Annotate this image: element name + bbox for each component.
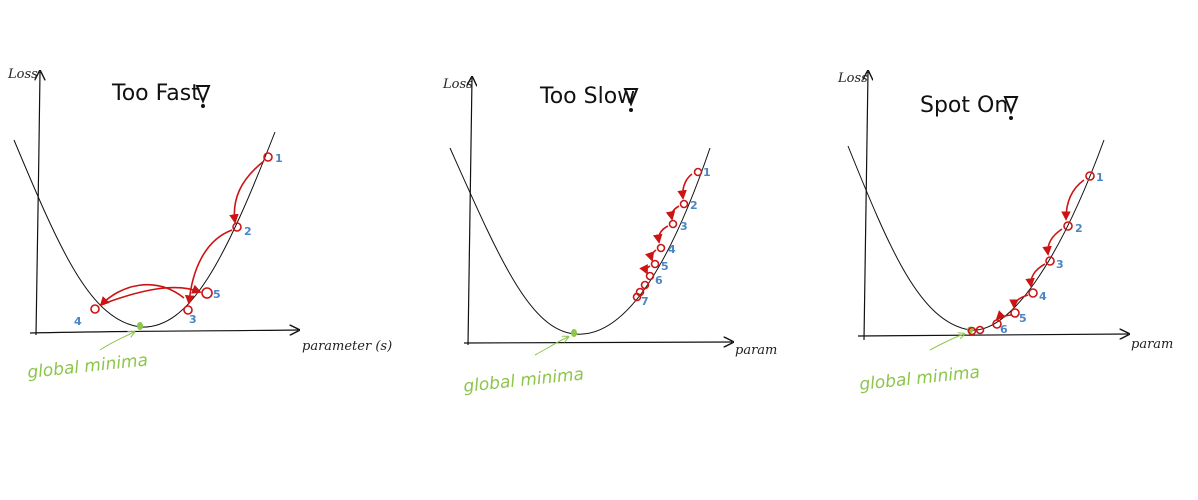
step-arrow (99, 284, 185, 307)
x-axis (463, 342, 732, 343)
step-arrows (639, 173, 693, 275)
step-label: 5 (213, 288, 221, 301)
y-axis-label: Loss (442, 77, 473, 92)
step-arrow (1061, 179, 1085, 221)
minima-label: global minima (26, 350, 148, 383)
step-arrow (677, 173, 693, 200)
panel-spot-on: Loss param Spot On global minima (837, 71, 1173, 395)
panel-title: Too Slow (539, 84, 635, 109)
step-point (263, 152, 273, 162)
x-axis (857, 334, 1128, 336)
y-axis (468, 78, 472, 346)
step-labels: 1 2 3 4 5 6 7 (641, 166, 711, 308)
step-labels: 1 2 3 4 5 6 (1000, 171, 1104, 336)
step-point (640, 280, 650, 290)
step-label: 3 (680, 220, 688, 233)
minima-pointer (99, 332, 134, 351)
step-point (1045, 256, 1055, 266)
x-axis-label: param (1131, 337, 1173, 352)
panel-too-fast: Loss parameter (s) Too Fast global minim… (7, 67, 392, 383)
step-label: 2 (244, 225, 252, 238)
global-minima-dot (137, 322, 143, 330)
step-label: 1 (1096, 171, 1104, 184)
step-label: 5 (1019, 312, 1027, 325)
step-arrow (229, 160, 265, 224)
step-point (1063, 221, 1073, 231)
step-point (632, 292, 642, 302)
step-point (90, 304, 100, 314)
loss-curve (847, 139, 1105, 331)
step-arrows (99, 160, 265, 307)
step-label: 2 (690, 199, 698, 212)
step-point (967, 326, 977, 336)
step-markers (90, 152, 273, 315)
step-label: 1 (703, 166, 711, 179)
step-markers (632, 167, 703, 302)
step-point (1028, 288, 1038, 298)
step-markers (967, 171, 1095, 336)
step-point (201, 287, 213, 299)
y-axis-label: Loss (7, 67, 38, 82)
step-arrow (1042, 228, 1063, 256)
minima-label: global minima (462, 364, 584, 397)
minima-pointer (534, 337, 568, 356)
step-label: 6 (655, 274, 663, 287)
step-point (975, 325, 985, 335)
step-arrow (1009, 294, 1029, 309)
step-arrow (645, 249, 657, 262)
step-arrow (995, 310, 1012, 321)
loss-curve (449, 147, 711, 335)
step-point (183, 305, 193, 315)
y-axis-label: Loss (837, 71, 868, 86)
step-label: 7 (641, 295, 649, 308)
step-point (679, 199, 689, 209)
panel-title: Too Fast (111, 81, 200, 106)
nabla-icon (623, 88, 639, 112)
step-arrow (1025, 263, 1046, 288)
step-label: 3 (1056, 258, 1064, 271)
step-arrow (639, 263, 651, 275)
step-labels: 1 2 3 4 5 (74, 152, 283, 328)
step-label: 5 (661, 260, 669, 273)
step-point (693, 167, 703, 177)
minima-pointer (929, 334, 964, 351)
minima-label: global minima (858, 362, 980, 395)
nabla-icon (195, 85, 211, 108)
y-axis (36, 72, 40, 336)
step-point (1085, 171, 1095, 181)
step-point (1010, 308, 1020, 318)
panel-too-slow: Loss param Too Slow global minima (442, 77, 777, 397)
step-arrow (653, 225, 669, 244)
step-point (650, 259, 660, 269)
step-label: 6 (1000, 323, 1008, 336)
nabla-icon (1003, 96, 1019, 120)
y-axis (864, 72, 868, 341)
step-label: 4 (668, 243, 676, 256)
global-minima-dot (571, 329, 577, 337)
step-label: 1 (275, 152, 283, 165)
step-point (645, 271, 655, 281)
panel-title: Spot On (920, 93, 1008, 118)
step-point (232, 222, 242, 232)
loss-curve (13, 131, 276, 328)
step-arrows (995, 179, 1085, 321)
step-arrow (99, 284, 202, 306)
step-label: 4 (74, 315, 82, 328)
step-point (656, 243, 666, 253)
x-axis-label: parameter (s) (302, 339, 392, 354)
step-label: 2 (1075, 222, 1083, 235)
step-arrow (184, 229, 233, 305)
x-axis-label: param (735, 343, 777, 358)
step-label: 4 (1039, 290, 1047, 303)
x-axis (29, 330, 298, 333)
step-label: 3 (189, 313, 197, 326)
step-point (668, 219, 678, 229)
step-arrow (665, 205, 680, 221)
